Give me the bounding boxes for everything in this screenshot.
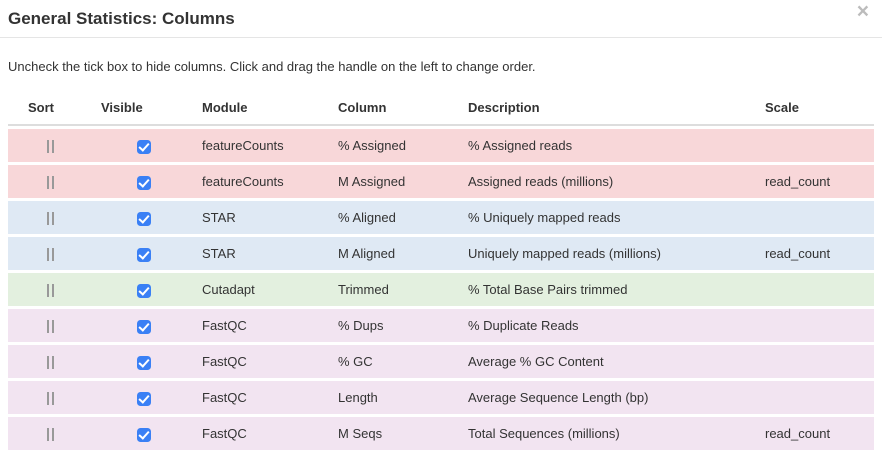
instruction-text: Uncheck the tick box to hide columns. Cl…: [8, 59, 536, 74]
close-icon[interactable]: ×: [856, 0, 869, 23]
table-row: featureCounts M Assigned Assigned reads (m…: [8, 162, 874, 198]
description-cell: % Duplicate Reads: [460, 306, 757, 342]
visible-cell: [93, 306, 194, 342]
table-row: FastQC% GC Average % GC Content: [8, 342, 874, 378]
sort-cell: [8, 342, 93, 378]
visible-cell: [93, 234, 194, 270]
table-row: FastQC M Seqs Total Sequences (millions) re…: [8, 414, 874, 450]
scale-cell: [757, 198, 874, 234]
visible-cell: [93, 198, 194, 234]
visible-cell: [93, 270, 194, 306]
scale-cell: [757, 342, 874, 378]
drag-handle-icon[interactable]: [47, 140, 54, 154]
table-row: FastQC Length Average Sequence Length (bp): [8, 378, 874, 414]
column-cell: M Seqs: [330, 414, 460, 450]
header-scale: Scale: [757, 91, 874, 126]
visible-cell: [93, 378, 194, 414]
header-column: Column: [330, 91, 460, 126]
header-sort: Sort: [8, 91, 93, 126]
scale-cell: read_count: [757, 234, 874, 270]
scale-cell: read_count: [757, 162, 874, 198]
sort-cell: [8, 414, 93, 450]
visible-cell: [93, 126, 194, 162]
description-cell: Uniquely mapped reads (millions): [460, 234, 757, 270]
visible-cell: [93, 342, 194, 378]
sort-cell: [8, 378, 93, 414]
table-row: FastQC% Dups% Duplicate Reads: [8, 306, 874, 342]
column-cell: Trimmed: [330, 270, 460, 306]
visible-checkbox[interactable]: [136, 427, 151, 442]
visible-checkbox[interactable]: [136, 211, 151, 226]
drag-handle-icon[interactable]: [47, 284, 54, 298]
header-module: Module: [194, 91, 330, 126]
modal-title: General Statistics: Columns: [8, 9, 235, 28]
sort-cell: [8, 198, 93, 234]
drag-handle-icon[interactable]: [47, 176, 54, 190]
module-cell: featureCounts: [194, 162, 330, 198]
drag-handle-icon[interactable]: [47, 212, 54, 226]
modal-header: General Statistics: Columns ×: [0, 0, 882, 38]
sort-cell: [8, 234, 93, 270]
drag-handle-icon[interactable]: [47, 320, 54, 334]
header-visible: Visible: [93, 91, 194, 126]
visible-checkbox[interactable]: [136, 391, 151, 406]
sort-cell: [8, 126, 93, 162]
column-cell: Length: [330, 378, 460, 414]
drag-handle-icon[interactable]: [47, 356, 54, 370]
column-cell: % GC: [330, 342, 460, 378]
module-cell: FastQC: [194, 414, 330, 450]
table-row: Cutadapt Trimmed% Total Base Pairs trimme…: [8, 270, 874, 306]
column-cell: M Assigned: [330, 162, 460, 198]
module-cell: featureCounts: [194, 126, 330, 162]
visible-checkbox[interactable]: [136, 247, 151, 262]
table-row: STAR% Aligned% Uniquely mapped reads: [8, 198, 874, 234]
column-cell: % Assigned: [330, 126, 460, 162]
sort-cell: [8, 270, 93, 306]
description-cell: Assigned reads (millions): [460, 162, 757, 198]
scale-cell: [757, 378, 874, 414]
visible-cell: [93, 162, 194, 198]
column-cell: % Aligned: [330, 198, 460, 234]
table-header-row: Sort Visible Module Column Description S…: [8, 91, 874, 126]
header-description: Description: [460, 91, 757, 126]
column-cell: M Aligned: [330, 234, 460, 270]
scale-cell: [757, 270, 874, 306]
description-cell: Average Sequence Length (bp): [460, 378, 757, 414]
visible-checkbox[interactable]: [136, 175, 151, 190]
visible-checkbox[interactable]: [136, 139, 151, 154]
sort-cell: [8, 162, 93, 198]
columns-config-table: Sort Visible Module Column Description S…: [8, 91, 874, 450]
drag-handle-icon[interactable]: [47, 392, 54, 406]
modal-body: Uncheck the tick box to hide columns. Cl…: [0, 38, 882, 458]
module-cell: FastQC: [194, 306, 330, 342]
scale-cell: [757, 126, 874, 162]
visible-checkbox[interactable]: [136, 319, 151, 334]
description-cell: Average % GC Content: [460, 342, 757, 378]
sort-cell: [8, 306, 93, 342]
table-row: featureCounts% Assigned% Assigned reads: [8, 126, 874, 162]
drag-handle-icon[interactable]: [47, 248, 54, 262]
scale-cell: [757, 306, 874, 342]
module-cell: STAR: [194, 198, 330, 234]
table-row: STAR M Aligned Uniquely mapped reads (mill…: [8, 234, 874, 270]
description-cell: % Assigned reads: [460, 126, 757, 162]
visible-checkbox[interactable]: [136, 283, 151, 298]
module-cell: STAR: [194, 234, 330, 270]
visible-cell: [93, 414, 194, 450]
visible-checkbox[interactable]: [136, 355, 151, 370]
drag-handle-icon[interactable]: [47, 428, 54, 442]
description-cell: % Uniquely mapped reads: [460, 198, 757, 234]
module-cell: FastQC: [194, 342, 330, 378]
description-cell: Total Sequences (millions): [460, 414, 757, 450]
module-cell: FastQC: [194, 378, 330, 414]
description-cell: % Total Base Pairs trimmed: [460, 270, 757, 306]
scale-cell: read_count: [757, 414, 874, 450]
module-cell: Cutadapt: [194, 270, 330, 306]
column-cell: % Dups: [330, 306, 460, 342]
